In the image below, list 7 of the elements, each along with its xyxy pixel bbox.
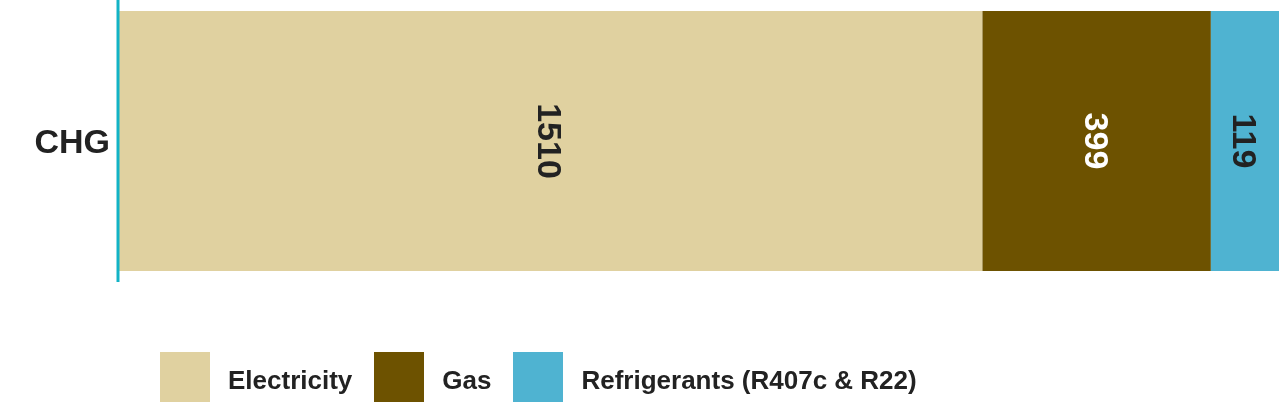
legend-label: Gas [442, 365, 492, 396]
y-tick-label: CHG [34, 122, 110, 161]
data-label: 1510 [531, 103, 570, 179]
data-label: 119 [1225, 113, 1264, 169]
legend-label: Electricity [228, 365, 353, 396]
legend-label: Refrigerants (R407c & R22) [581, 365, 917, 396]
data-label: 399 [1077, 112, 1116, 170]
